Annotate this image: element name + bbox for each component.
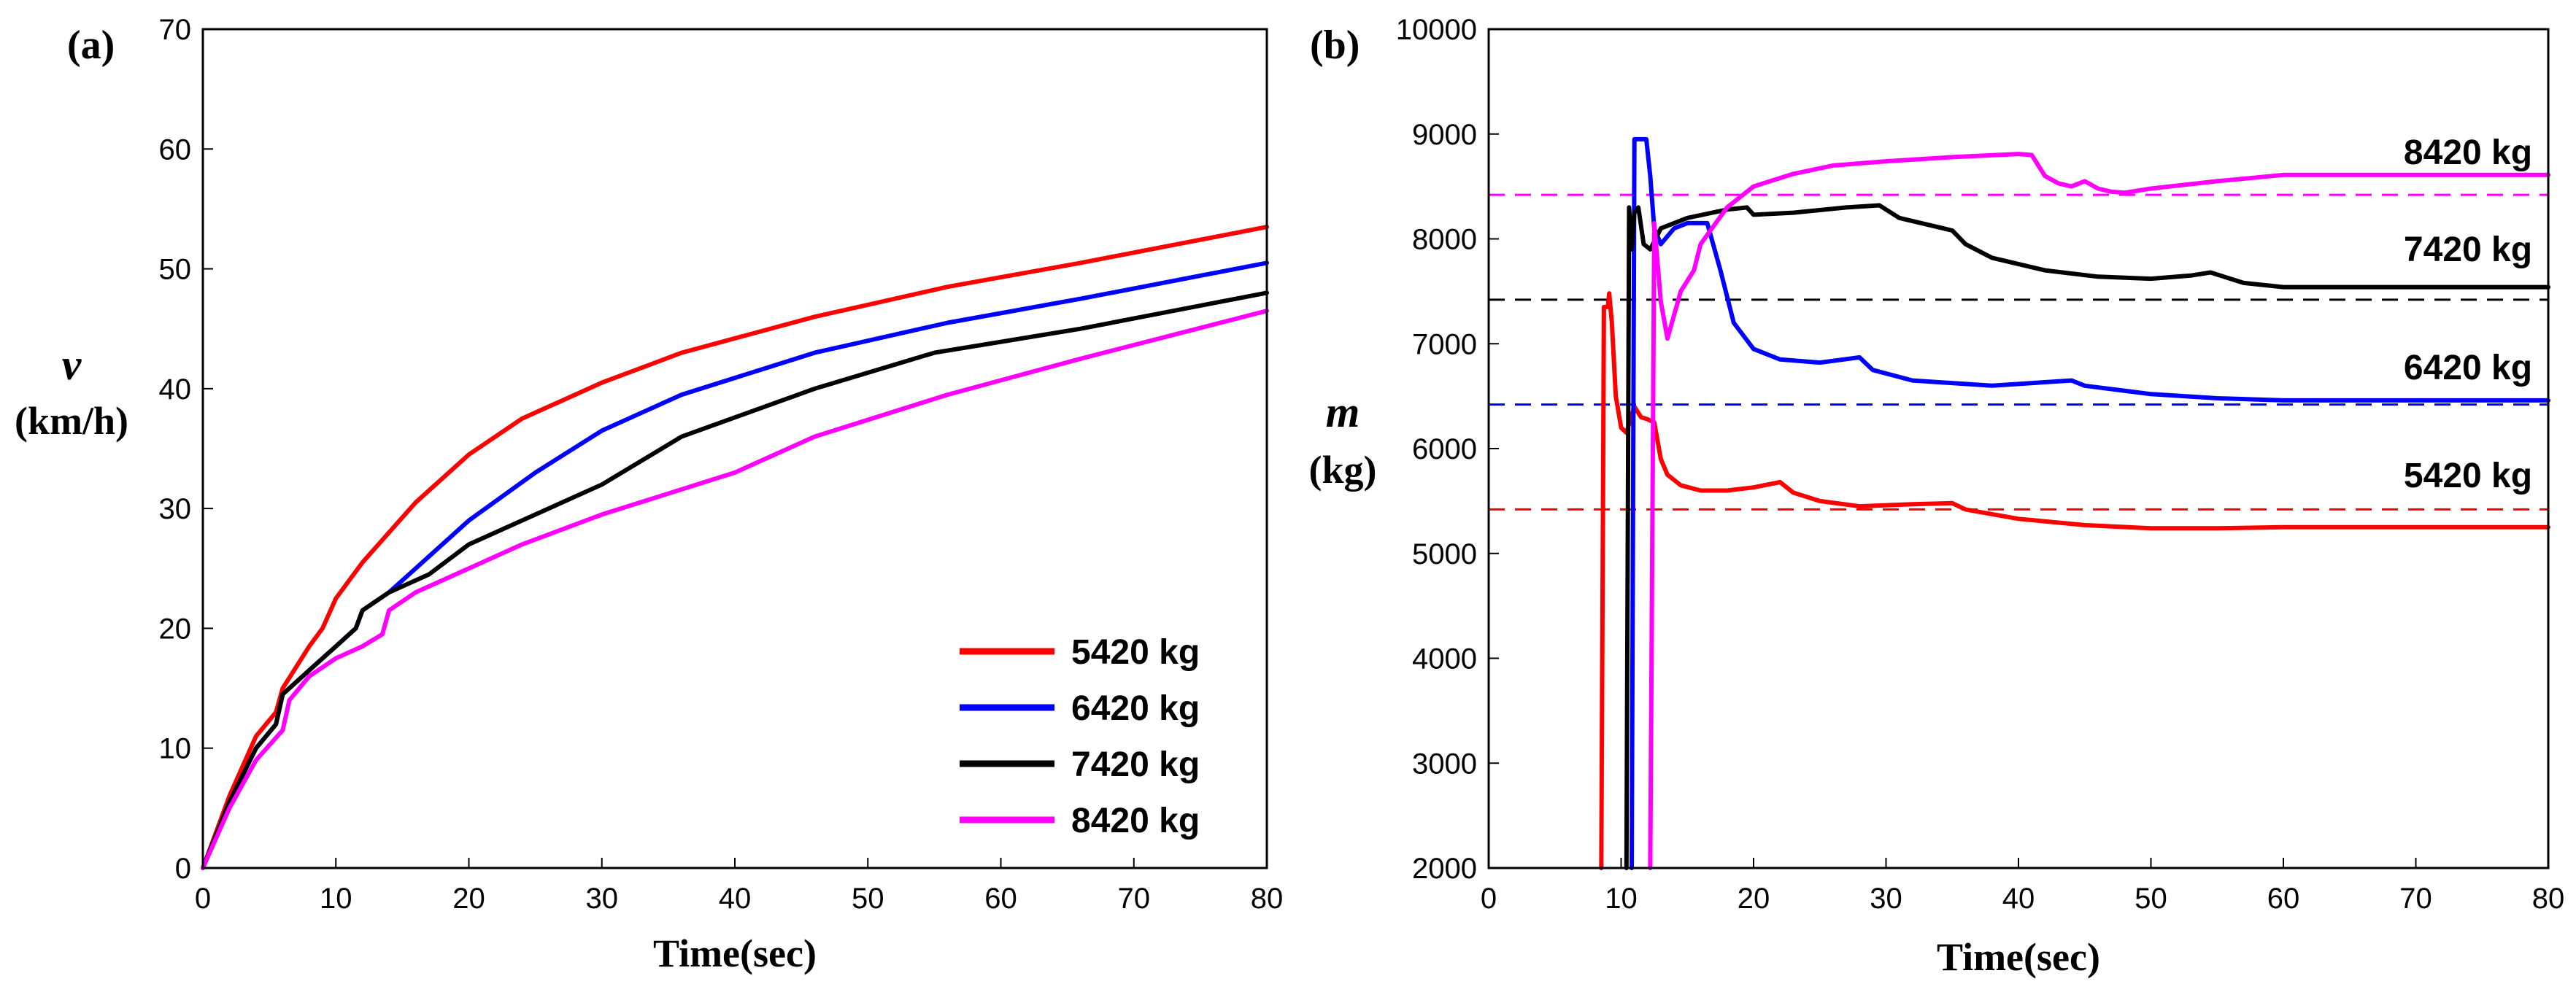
panel-a-ytick-label: 10 [159, 733, 192, 765]
panel-a-series-8420-kg [201, 309, 1269, 870]
panel-a-ytick-label: 0 [175, 853, 191, 885]
panel-b-ytick-label: 9000 [1412, 119, 1477, 151]
panel-a-xtick-label: 60 [984, 883, 1017, 915]
panel-a-xtick-label: 10 [320, 883, 352, 915]
panel-a-xtick-label: 70 [1118, 883, 1151, 915]
panel-a-ytick-label: 40 [159, 373, 192, 406]
panel-b-ytick-label: 7000 [1412, 328, 1477, 360]
panel-b-xtick-label: 10 [1605, 883, 1638, 915]
panel-a-ytick-label: 20 [159, 613, 192, 645]
panel-b-annotations: 8420 kg 7420 kg 6420 kg 5420 kg [2404, 133, 2532, 495]
panel-b-ytick-label: 3000 [1412, 748, 1477, 780]
panel-a-xtick-label: 30 [586, 883, 619, 915]
panel-a-label: (a) [67, 23, 115, 68]
panel-b-xtick-label: 40 [2002, 883, 2035, 915]
panel-a-ticks: 0 10 20 30 40 50 60 70 80 0 10 20 30 40 50 60 70 [159, 14, 1284, 915]
panel-a-ylabel-symbol: v [62, 341, 82, 389]
panel-a-xlabel: Time(sec) [653, 931, 817, 975]
panel-b-xlabel: Time(sec) [1937, 935, 2100, 979]
panel-b-series-8420-kg [1648, 152, 2550, 870]
panel-a-legend: 5420 kg 6420 kg 7420 kg 8420 kg [960, 633, 1200, 840]
panel-b-ytick-label: 6000 [1412, 433, 1477, 465]
panel-a-xtick-label: 20 [452, 883, 485, 915]
panel-b-series [1599, 136, 2550, 870]
panel-a-velocity-chart: (a) v (km/h) 0 10 20 30 40 50 60 70 80 0 10 20 30 40 5… [15, 14, 1283, 975]
panel-a-xtick-label: 0 [195, 883, 211, 915]
panel-b-ytick-label: 8000 [1412, 224, 1477, 256]
annotation-8420: 8420 kg [2404, 133, 2532, 172]
panel-a-series [201, 225, 1269, 870]
panel-b-reference-lines [1489, 193, 2548, 511]
panel-b-xtick-label: 50 [2135, 883, 2167, 915]
panel-b-ytick-label: 5000 [1412, 538, 1477, 570]
panel-b-xtick-label: 80 [2532, 883, 2565, 915]
panel-a-series-7420-kg [201, 290, 1269, 870]
panel-a-xtick-label: 50 [852, 883, 884, 915]
panel-a-plot-frame [201, 28, 1268, 869]
panel-b-plot-frame [1487, 28, 2550, 869]
annotation-6420: 6420 kg [2404, 349, 2532, 387]
annotation-7420: 7420 kg [2404, 230, 2532, 269]
panel-b-ylabel-symbol: m [1326, 388, 1360, 436]
panel-b-xtick-label: 70 [2399, 883, 2432, 915]
legend-label-6420: 6420 kg [1071, 689, 1200, 728]
panel-a-ytick-label: 70 [159, 14, 192, 46]
panel-b-xtick-label: 0 [1481, 883, 1497, 915]
panel-b-ytick-label: 10000 [1396, 14, 1477, 46]
panel-b-xtick-label: 20 [1738, 883, 1770, 915]
annotation-5420: 5420 kg [2404, 457, 2532, 495]
legend-label-5420: 5420 kg [1071, 633, 1200, 672]
legend-label-8420: 8420 kg [1071, 802, 1200, 840]
panel-a-xtick-label: 80 [1251, 883, 1284, 915]
panel-a-ylabel-unit: (km/h) [15, 399, 128, 443]
legend-label-7420: 7420 kg [1071, 745, 1200, 784]
panel-a-ytick-label: 50 [159, 254, 192, 286]
panel-b-ytick-label: 4000 [1412, 643, 1477, 675]
panel-b-series-7420-kg [1624, 203, 2550, 870]
panel-b-ylabel-unit: (kg) [1309, 448, 1377, 492]
panel-b-xtick-label: 60 [2267, 883, 2300, 915]
panel-b-xtick-label: 30 [1870, 883, 1902, 915]
panel-b-ticks: 0 10 20 30 40 50 60 70 80 2000 3000 4000 5000 6000 700… [1396, 14, 2564, 915]
panel-b-series-5420-kg [1599, 291, 2550, 870]
panel-b-label: (b) [1310, 23, 1360, 68]
panel-a-ytick-label: 30 [159, 493, 192, 525]
panel-b-mass-chart: (b) m (kg) 0 10 20 30 40 50 60 70 80 2000 3000 4000… [1309, 14, 2565, 979]
panel-a-series-5420-kg [201, 225, 1269, 870]
panel-b-ytick-label: 2000 [1412, 853, 1477, 885]
panel-a-xtick-label: 40 [719, 883, 752, 915]
panel-a-ytick-label: 60 [159, 133, 192, 166]
